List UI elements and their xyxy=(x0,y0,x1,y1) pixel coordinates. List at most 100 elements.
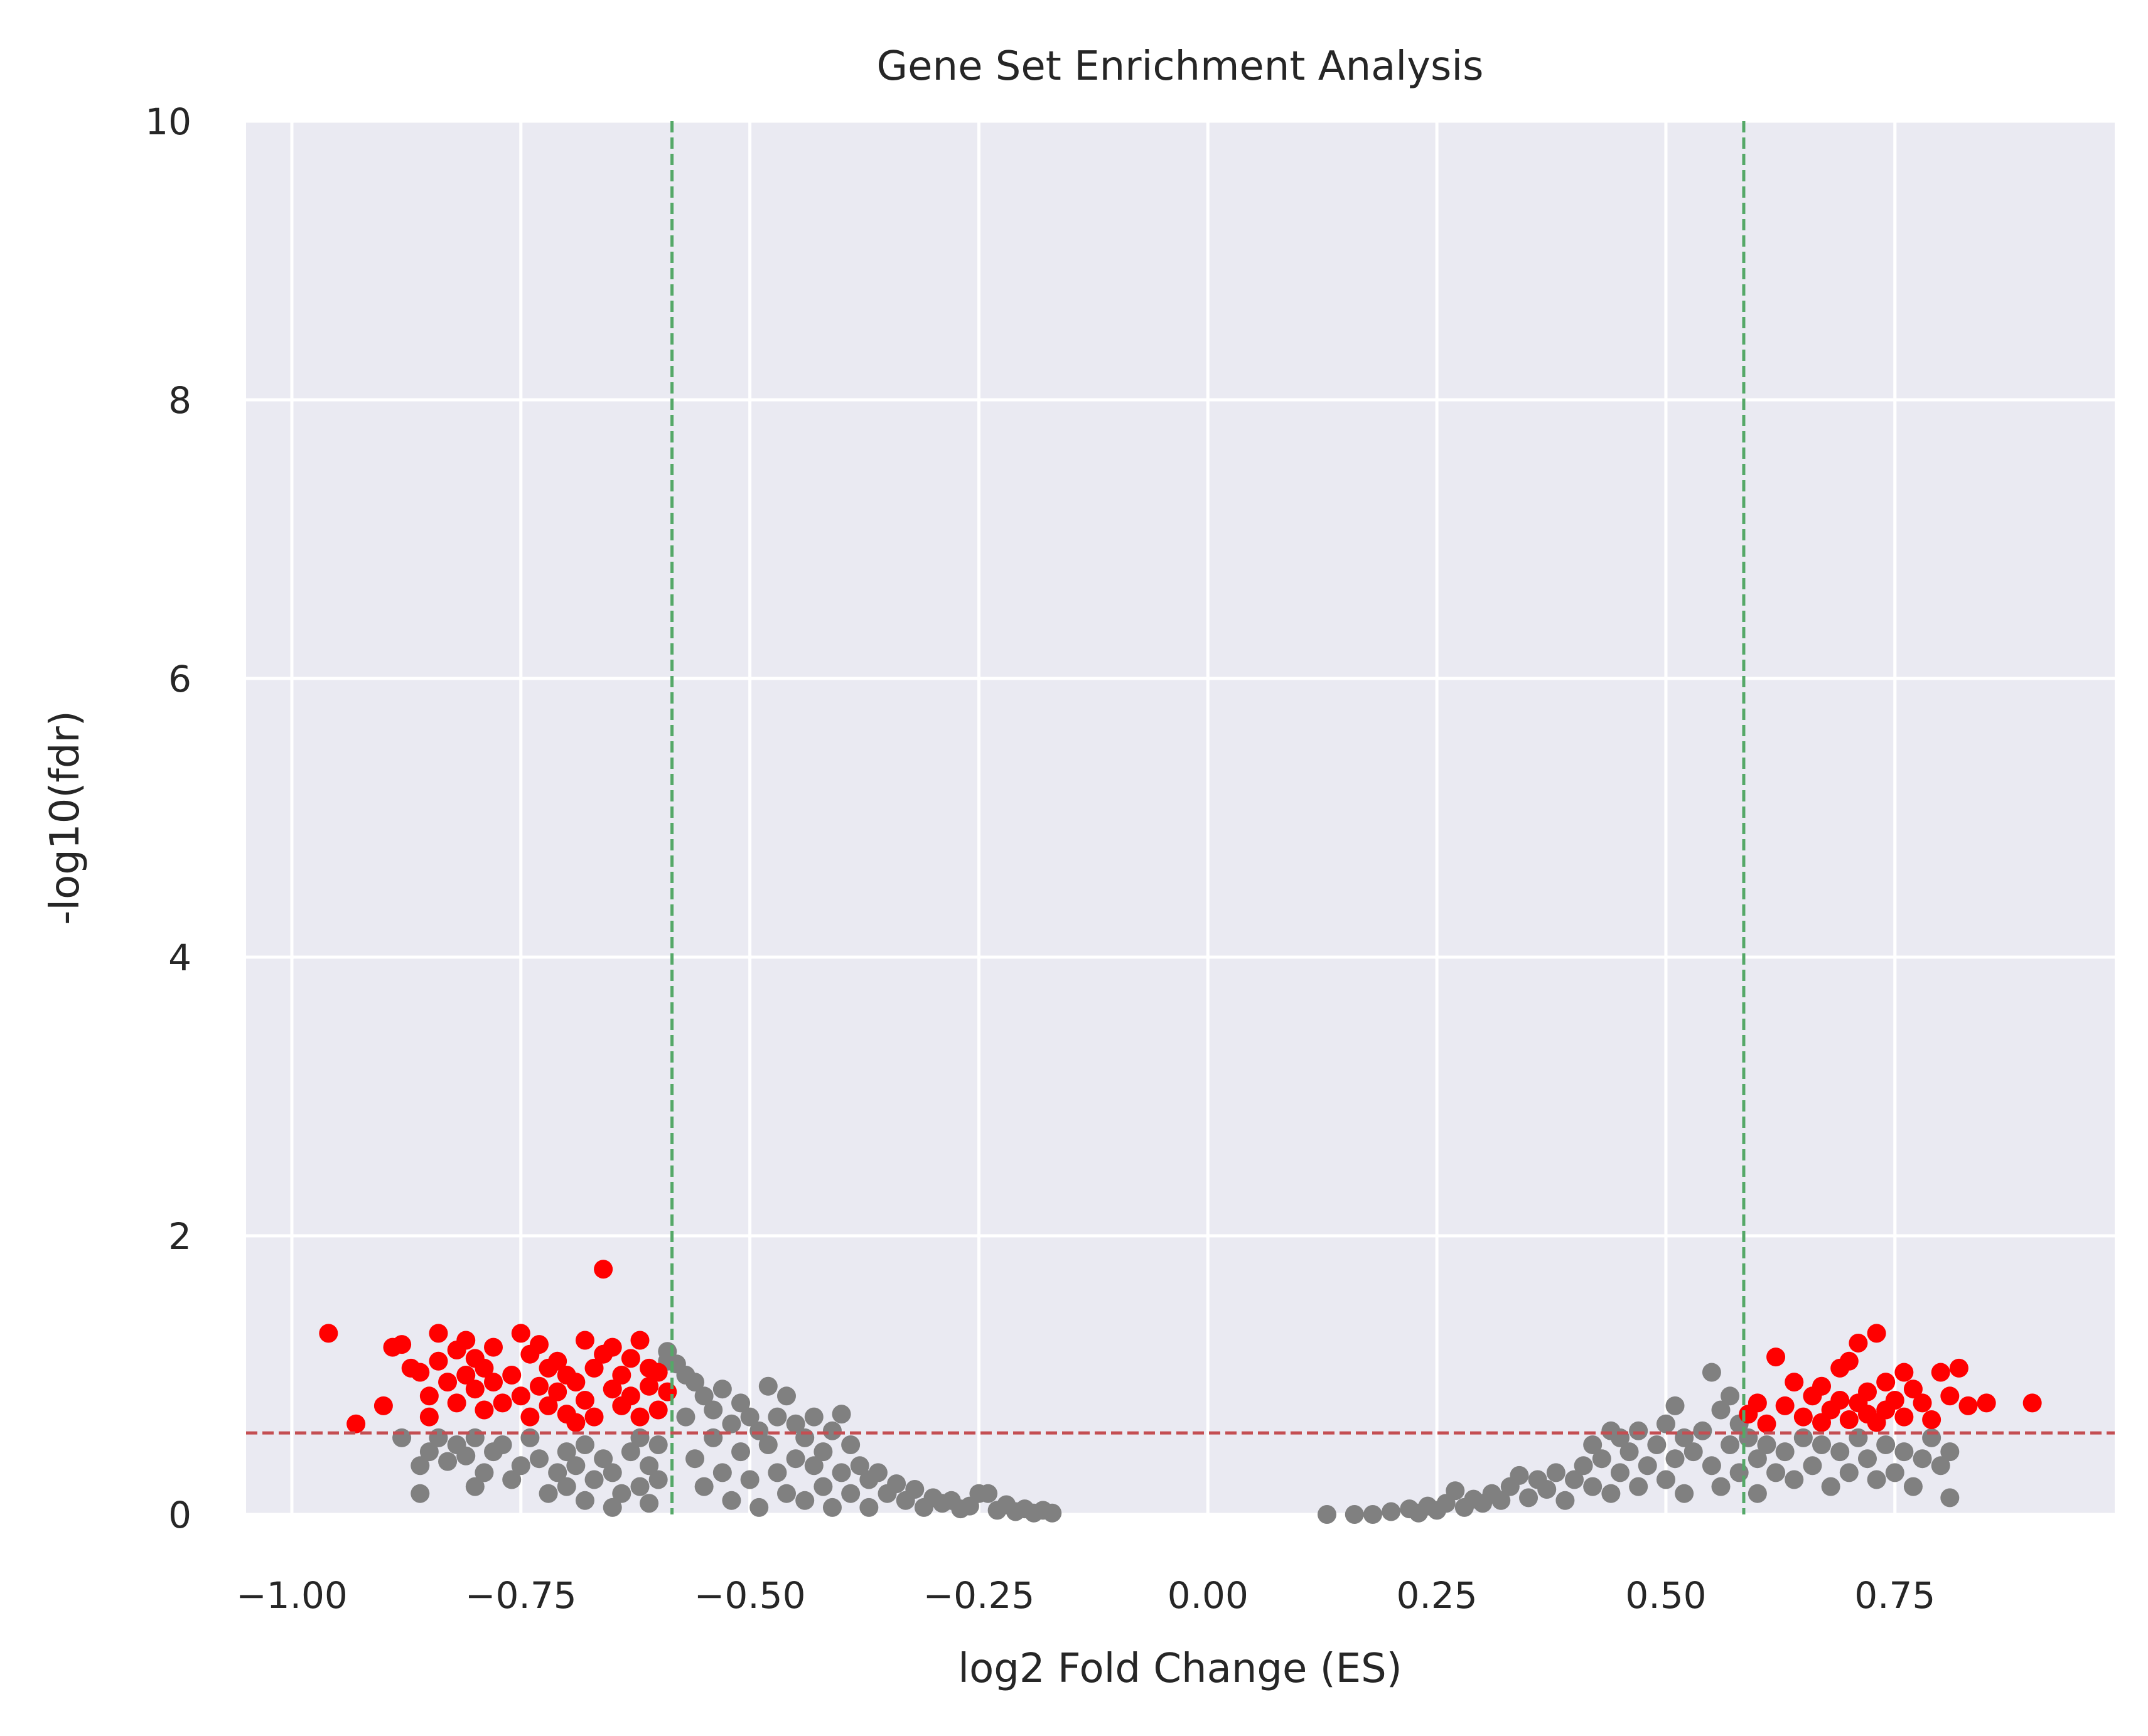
point-significant xyxy=(1757,1414,1776,1433)
point-not-significant xyxy=(1867,1470,1886,1489)
point-not-significant xyxy=(712,1463,732,1482)
point-not-significant xyxy=(786,1449,805,1469)
point-significant xyxy=(1785,1373,1804,1392)
point-not-significant xyxy=(859,1498,879,1517)
point-not-significant xyxy=(612,1484,631,1503)
point-not-significant xyxy=(749,1421,769,1440)
point-significant xyxy=(612,1366,631,1385)
point-not-significant xyxy=(566,1456,586,1476)
point-not-significant xyxy=(548,1463,567,1482)
point-significant xyxy=(502,1366,522,1385)
point-significant xyxy=(1857,1382,1877,1401)
point-not-significant xyxy=(905,1480,925,1499)
y-tick-label: 4 xyxy=(168,936,191,979)
point-not-significant xyxy=(676,1407,695,1427)
point-not-significant xyxy=(1546,1463,1565,1482)
point-not-significant xyxy=(1721,1386,1740,1406)
point-not-significant xyxy=(1537,1480,1557,1499)
point-significant xyxy=(575,1331,594,1350)
point-significant xyxy=(584,1358,604,1378)
point-not-significant xyxy=(758,1435,778,1454)
x-tick-label: 0.50 xyxy=(1625,1574,1706,1617)
point-significant xyxy=(1913,1393,1932,1413)
point-significant xyxy=(419,1407,439,1427)
point-not-significant xyxy=(1519,1488,1539,1508)
point-not-significant xyxy=(786,1414,805,1433)
y-axis-ticks: 0 2 4 6 8 10 xyxy=(145,100,191,1536)
point-not-significant xyxy=(758,1376,778,1396)
point-not-significant xyxy=(511,1456,530,1476)
point-significant xyxy=(1839,1410,1859,1430)
point-not-significant xyxy=(814,1442,833,1462)
point-significant xyxy=(621,1349,640,1368)
point-significant xyxy=(584,1407,604,1427)
point-significant xyxy=(1922,1410,1941,1430)
point-not-significant xyxy=(694,1386,714,1406)
point-significant xyxy=(1748,1393,1767,1413)
point-not-significant xyxy=(776,1484,796,1503)
point-not-significant xyxy=(704,1428,723,1447)
point-not-significant xyxy=(795,1428,815,1447)
point-not-significant xyxy=(529,1449,549,1469)
point-significant xyxy=(621,1386,640,1406)
point-significant xyxy=(438,1373,458,1392)
y-tick-label: 6 xyxy=(168,658,191,700)
point-significant xyxy=(529,1335,549,1354)
point-significant xyxy=(1766,1348,1786,1367)
point-not-significant xyxy=(804,1456,824,1476)
point-not-significant xyxy=(465,1477,485,1496)
point-significant xyxy=(548,1382,567,1401)
point-not-significant xyxy=(502,1470,522,1489)
point-not-significant xyxy=(1702,1456,1721,1476)
y-axis-label: -log10(fdr) xyxy=(42,710,89,925)
point-not-significant xyxy=(768,1463,787,1482)
point-not-significant xyxy=(1592,1449,1611,1469)
point-significant xyxy=(419,1386,439,1406)
point-not-significant xyxy=(411,1456,430,1476)
point-significant xyxy=(566,1413,586,1432)
point-not-significant xyxy=(768,1407,787,1427)
point-significant xyxy=(1812,1376,1832,1396)
point-not-significant xyxy=(1610,1463,1630,1482)
point-not-significant xyxy=(1647,1435,1667,1454)
point-not-significant xyxy=(1748,1449,1767,1469)
point-significant xyxy=(475,1400,494,1420)
point-significant xyxy=(1940,1386,1960,1406)
point-not-significant xyxy=(1638,1456,1657,1476)
y-tick-label: 8 xyxy=(168,379,191,422)
point-not-significant xyxy=(557,1477,576,1496)
point-significant xyxy=(1793,1407,1813,1427)
point-significant xyxy=(594,1260,613,1279)
point-not-significant xyxy=(832,1463,851,1482)
point-not-significant xyxy=(694,1477,714,1496)
point-not-significant xyxy=(704,1400,723,1420)
point-not-significant xyxy=(1446,1481,1465,1501)
point-not-significant xyxy=(603,1463,622,1482)
point-significant xyxy=(392,1335,412,1354)
point-not-significant xyxy=(539,1484,558,1503)
point-significant xyxy=(346,1414,366,1433)
point-not-significant xyxy=(1940,1442,1960,1462)
y-tick-label: 0 xyxy=(168,1494,191,1536)
point-not-significant xyxy=(1711,1477,1731,1496)
point-not-significant xyxy=(740,1470,760,1489)
point-significant xyxy=(1949,1358,1968,1378)
point-not-significant xyxy=(640,1494,659,1513)
point-significant xyxy=(575,1390,594,1410)
point-significant xyxy=(658,1382,677,1401)
point-not-significant xyxy=(1382,1502,1401,1521)
point-not-significant xyxy=(1665,1449,1685,1469)
point-not-significant xyxy=(1903,1477,1923,1496)
point-significant xyxy=(630,1331,650,1350)
plot-background xyxy=(246,121,2115,1514)
point-not-significant xyxy=(1629,1421,1648,1440)
point-significant xyxy=(447,1393,466,1413)
point-significant xyxy=(630,1407,650,1427)
point-significant xyxy=(1867,1324,1886,1343)
point-significant xyxy=(548,1351,567,1371)
point-not-significant xyxy=(1894,1442,1914,1462)
point-significant xyxy=(373,1396,393,1415)
point-not-significant xyxy=(795,1491,815,1510)
